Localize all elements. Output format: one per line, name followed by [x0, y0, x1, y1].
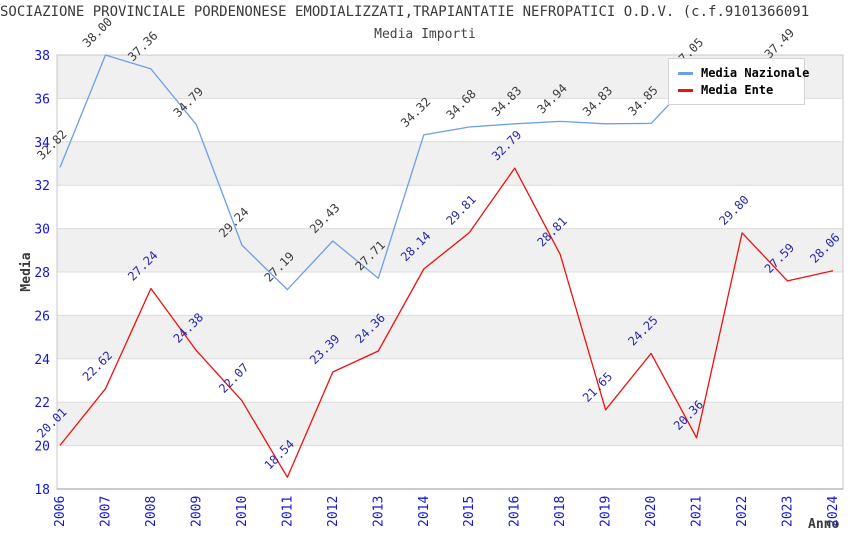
- x-tick-label: 2006: [53, 496, 68, 527]
- x-tick-label: 2023: [781, 496, 796, 527]
- y-tick-label: 28: [34, 266, 50, 281]
- series-line-media-nazionale: [59, 54, 788, 291]
- y-tick-label: 34: [34, 136, 50, 151]
- plot-band: [57, 185, 843, 229]
- plot-band: [57, 228, 843, 272]
- y-tick-label: 26: [34, 309, 50, 324]
- plot-band: [57, 358, 843, 403]
- x-tick-label: 2011: [280, 496, 295, 527]
- legend-dash-icon: [678, 88, 693, 92]
- chart-title: SOCIAZIONE PROVINCIALE PORDENONESE EMODI…: [0, 4, 810, 20]
- x-tick-label: 2019: [599, 496, 614, 527]
- y-tick-label: 36: [34, 92, 50, 107]
- x-tick-label: 2015: [462, 496, 477, 527]
- data-label: 38.00: [80, 15, 115, 50]
- y-tick-label: 38: [34, 49, 50, 64]
- y-axis-title: Media: [19, 252, 34, 291]
- plot-band: [57, 402, 843, 446]
- plot-band: [57, 315, 843, 359]
- x-tick-label: 2022: [735, 496, 750, 527]
- y-tick-label: 18: [34, 483, 50, 498]
- x-tick-label: 2008: [144, 496, 159, 527]
- legend-item: Media Nazionale: [678, 65, 809, 81]
- x-tick-label: 2018: [553, 496, 568, 527]
- series-line-media-ente: [59, 167, 834, 478]
- plot-band: [57, 445, 843, 489]
- y-tick-label: 30: [34, 223, 50, 238]
- legend-item: Media Ente: [678, 82, 800, 98]
- y-tick-label: 32: [34, 179, 50, 194]
- x-axis-title: Anno: [808, 517, 839, 532]
- x-tick-label: 2020: [644, 496, 659, 527]
- x-tick-label: 2010: [235, 496, 250, 527]
- plot-band: [57, 141, 843, 186]
- legend-dash-icon: [678, 71, 693, 75]
- x-tick-label: 2012: [326, 496, 341, 527]
- y-tick-label: 24: [34, 353, 50, 368]
- legend-label: Media Nazionale: [701, 66, 810, 80]
- legend-label: Media Ente: [701, 83, 774, 97]
- x-tick-label: 2014: [417, 496, 432, 527]
- x-tick-label: 2009: [189, 496, 204, 527]
- y-tick-label: 20: [34, 440, 50, 455]
- plot-band: [57, 98, 843, 142]
- x-tick-label: 2013: [371, 496, 386, 527]
- plot-band: [57, 272, 843, 316]
- x-tick-label: 2016: [508, 496, 523, 527]
- x-tick-label: 2007: [98, 496, 113, 527]
- x-tick-label: 2021: [690, 496, 705, 527]
- y-tick-label: 22: [34, 396, 50, 411]
- legend: Media Nazionale Media Ente: [668, 58, 809, 105]
- x-tick-label: 2024: [826, 496, 841, 527]
- chart-subtitle: Media Importi: [374, 27, 476, 42]
